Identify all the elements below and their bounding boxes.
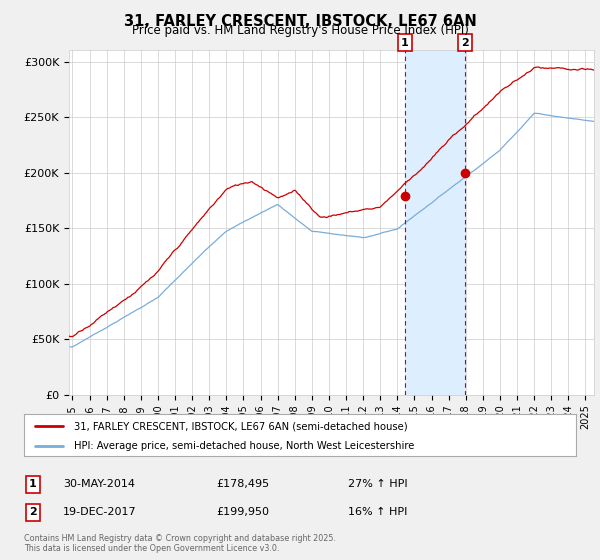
Text: 19-DEC-2017: 19-DEC-2017 [63, 507, 137, 517]
Text: 16% ↑ HPI: 16% ↑ HPI [348, 507, 407, 517]
Text: Price paid vs. HM Land Registry's House Price Index (HPI): Price paid vs. HM Land Registry's House … [131, 24, 469, 37]
Text: 2: 2 [461, 38, 469, 48]
Text: 30-MAY-2014: 30-MAY-2014 [63, 479, 135, 489]
Text: £178,495: £178,495 [216, 479, 269, 489]
Text: 31, FARLEY CRESCENT, IBSTOCK, LE67 6AN: 31, FARLEY CRESCENT, IBSTOCK, LE67 6AN [124, 14, 476, 29]
Text: 31, FARLEY CRESCENT, IBSTOCK, LE67 6AN (semi-detached house): 31, FARLEY CRESCENT, IBSTOCK, LE67 6AN (… [74, 421, 407, 431]
Text: 2: 2 [29, 507, 37, 517]
Text: Contains HM Land Registry data © Crown copyright and database right 2025.
This d: Contains HM Land Registry data © Crown c… [24, 534, 336, 553]
Text: £199,950: £199,950 [216, 507, 269, 517]
Text: 1: 1 [401, 38, 409, 48]
Bar [404, 50, 465, 395]
Text: HPI: Average price, semi-detached house, North West Leicestershire: HPI: Average price, semi-detached house,… [74, 441, 414, 451]
Text: 27% ↑ HPI: 27% ↑ HPI [348, 479, 407, 489]
Text: 1: 1 [29, 479, 37, 489]
